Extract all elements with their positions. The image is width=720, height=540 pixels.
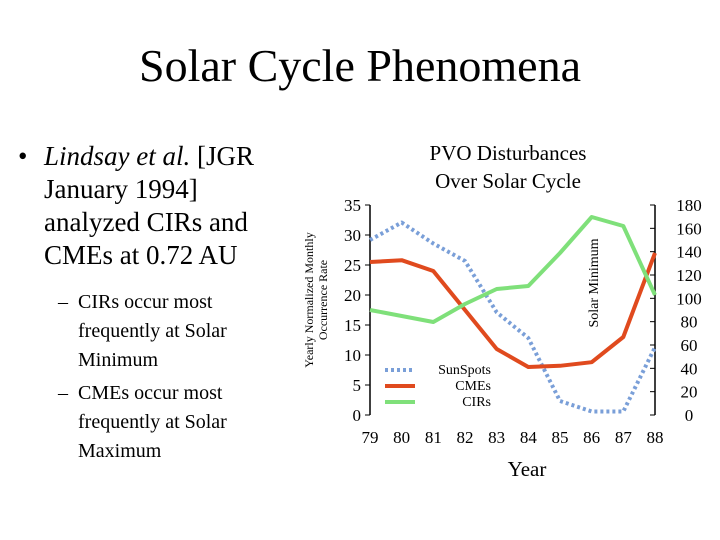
chart-title: Over Solar Cycle (435, 169, 581, 193)
bullet-item: • Lindsay et al. [JGR January 1994] anal… (18, 140, 298, 272)
sub-bullet-marker: – (58, 382, 68, 404)
x-tick-label: 82 (457, 428, 474, 447)
x-tick-label: 80 (393, 428, 410, 447)
x-axis-label: Year (508, 457, 547, 481)
left-tick-label: 20 (344, 286, 361, 305)
sub-bullet-text: CMEs occur most frequently at Solar Maxi… (78, 382, 227, 462)
x-tick-label: 79 (362, 428, 379, 447)
x-tick-label: 84 (520, 428, 538, 447)
right-tick-label: 0 (685, 406, 694, 425)
x-tick-label: 86 (583, 428, 600, 447)
right-tick-label: 180 (676, 196, 702, 215)
right-tick-label: 160 (676, 219, 702, 238)
x-tick-label: 81 (425, 428, 442, 447)
sub-bullet-marker: – (58, 291, 68, 313)
sub-bullet-cirs: – CIRs occur most frequently at Solar Mi… (18, 288, 298, 375)
left-tick-label: 35 (344, 196, 361, 215)
x-tick-label: 85 (552, 428, 569, 447)
right-tick-label: 120 (676, 266, 702, 285)
legend-label-cirs: CIRs (462, 395, 491, 410)
series-line-sunspots (369, 220, 657, 414)
y-axis-label-left: Yearly Normalized Monthly (302, 232, 316, 367)
x-tick-label: 88 (647, 428, 664, 447)
bullet-marker: • (18, 141, 28, 171)
legend-label-cmes: CMEs (455, 379, 491, 394)
left-tick-label: 10 (344, 346, 361, 365)
bullet-list: • Lindsay et al. [JGR January 1994] anal… (18, 140, 298, 466)
solar-minimum-label: Solar Minimum (587, 238, 602, 327)
bullet-text: [JGR January 1994] analyzed CIRs and CME… (44, 141, 255, 270)
series-line-cirs (369, 215, 657, 324)
legend-label-sunspots: SunSpots (438, 363, 491, 378)
right-tick-label: 80 (681, 313, 698, 332)
right-tick-label: 100 (676, 289, 702, 308)
sub-bullet-text: CIRs occur most frequently at Solar Mini… (78, 291, 227, 371)
left-tick-label: 5 (353, 376, 362, 395)
left-tick-label: 30 (344, 226, 361, 245)
x-tick-label: 87 (615, 428, 633, 447)
x-tick-label: 83 (488, 428, 505, 447)
right-tick-label: 60 (681, 336, 698, 355)
right-tick-label: 20 (681, 383, 698, 402)
chart-title: PVO Disturbances (430, 141, 587, 165)
right-tick-label: 40 (681, 359, 698, 378)
sub-bullet-cmes: – CMEs occur most frequently at Solar Ma… (18, 379, 298, 466)
left-tick-label: 0 (353, 406, 362, 425)
y-axis-label-left: Occurrence Rate (316, 260, 330, 340)
left-tick-label: 15 (344, 316, 361, 335)
bullet-author: Lindsay et al. (44, 141, 191, 171)
right-tick-label: 140 (676, 243, 702, 262)
left-tick-label: 25 (344, 256, 361, 275)
series-line-cmes (369, 252, 657, 369)
slide-title: Solar Cycle Phenomena (138, 40, 581, 91)
